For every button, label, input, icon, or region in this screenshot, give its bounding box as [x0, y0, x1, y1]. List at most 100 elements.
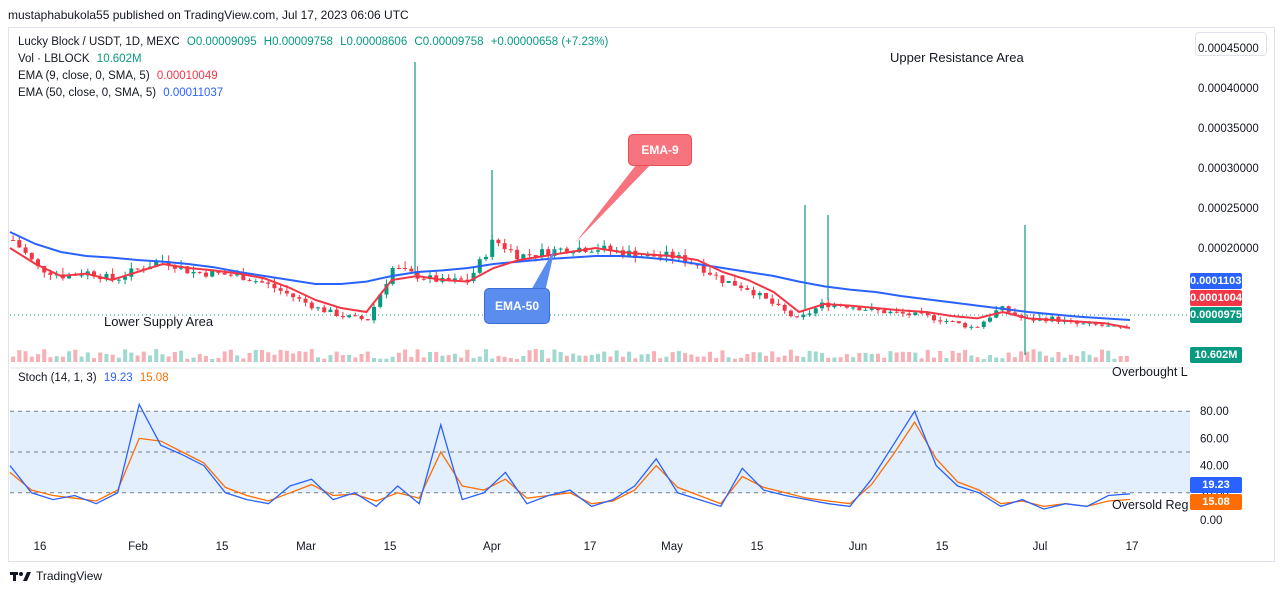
volume-bar [496, 355, 501, 362]
candle-body [185, 266, 190, 274]
publisher-line: mustaphabukola55 published on TradingVie… [8, 8, 409, 22]
volume-bar [608, 356, 613, 362]
candle-body [291, 293, 296, 298]
candle-body [372, 306, 376, 321]
candle-body [807, 313, 812, 315]
volume-bar [17, 350, 22, 362]
volume-bar [658, 358, 663, 362]
candle-body [882, 310, 887, 314]
candle-body [48, 272, 53, 275]
volume-bar [670, 352, 675, 362]
volume-bar [415, 349, 420, 362]
volume-bar [745, 354, 750, 362]
volume-bar [340, 355, 345, 362]
volume-bar [695, 356, 700, 362]
volume-bar [278, 349, 283, 362]
volume-bar [284, 350, 289, 362]
volume-bars [11, 349, 1129, 362]
volume-bar [409, 356, 414, 362]
legend-ema9-label: EMA (9, close, 0, SMA, 5) [18, 70, 150, 82]
volume-bar [645, 354, 650, 362]
volume-bar [191, 357, 196, 362]
price-tick-label: 0.00030000 [1198, 163, 1259, 175]
volume-bar [247, 352, 252, 362]
candle-body [726, 280, 731, 283]
legend-ohlc-row: Lucky Block / USDT, 1D, MEXC O0.00009095… [18, 36, 612, 48]
volume-bar [48, 357, 53, 362]
overbought-label: Overbought L [1112, 365, 1188, 379]
volume-bar [185, 358, 190, 362]
ema-lines [9, 231, 1131, 329]
time-axis: 16 Feb 15 Mar 15 Apr 17 May 15 Jun 15 Jul 17 [34, 541, 1139, 553]
candle-body [938, 320, 943, 322]
candle-body [608, 245, 613, 251]
candle-body [253, 281, 258, 283]
candle-body [278, 288, 283, 291]
candle-body [452, 278, 457, 281]
candle-body [863, 309, 868, 311]
candle-body [975, 326, 980, 328]
legend-high: H0.00009758 [263, 36, 333, 48]
candle-body [1100, 324, 1104, 326]
volume-bar [876, 353, 880, 362]
volume-bar [204, 356, 208, 362]
volume-bar [54, 356, 59, 362]
stoch-k-line [9, 402, 1131, 510]
ema50-line [9, 231, 1131, 321]
legend-change: +0.00000658 (+7.23%) [490, 36, 609, 48]
candle-body [969, 326, 974, 328]
volume-bar [104, 354, 109, 362]
candle-body [471, 272, 476, 282]
stoch-band [10, 411, 1190, 493]
chart-toolbar-box[interactable] [1195, 32, 1267, 56]
candle-body [683, 255, 688, 264]
candle-body [1106, 325, 1111, 327]
volume-bar [963, 349, 968, 362]
volume-bar [1075, 356, 1080, 362]
candle-body [365, 319, 370, 321]
candle-body [894, 311, 899, 313]
candle-body [204, 272, 208, 277]
volume-bar [683, 353, 688, 362]
volume-bar [36, 354, 40, 362]
candle-body [347, 315, 352, 318]
candle-body [851, 307, 856, 309]
volume-bar [602, 351, 607, 362]
volume-bar [552, 349, 557, 362]
volume-bar [372, 357, 376, 362]
stoch-band-group [10, 367, 1190, 494]
tradingview-logo[interactable]: TradingView [10, 569, 102, 583]
candle-body [944, 321, 949, 323]
candle-body [490, 239, 495, 257]
candle-body [359, 315, 364, 320]
volume-bar [440, 355, 445, 362]
price-tick-label: 0.00035000 [1198, 123, 1259, 135]
volume-bar [446, 355, 451, 362]
volume-bar [42, 349, 47, 362]
volume-bar [1050, 357, 1055, 362]
legend-symbol: Lucky Block / USDT, 1D, MEXC [18, 36, 180, 48]
volume-bar [434, 351, 439, 362]
candle-body [303, 298, 308, 303]
volume-bar [477, 356, 482, 362]
volume-bar [820, 353, 824, 362]
price-tick-label: 0.00025000 [1198, 203, 1259, 215]
volume-bar [179, 350, 184, 362]
volume-bar [60, 356, 65, 362]
volume-bar [1112, 358, 1117, 362]
time-tick-label: Feb [128, 541, 148, 553]
volume-bar [956, 352, 961, 362]
volume-bar [633, 358, 638, 362]
candle-body [589, 251, 594, 253]
candle-body [596, 250, 600, 252]
time-tick-label: 17 [1126, 541, 1139, 553]
candle-body [484, 256, 488, 260]
candle-body [23, 247, 28, 253]
candle-body [658, 256, 663, 258]
candle-body [116, 279, 121, 281]
volume-bar [994, 357, 999, 362]
volume-bar [1062, 357, 1067, 362]
volume-bar [378, 358, 383, 362]
legend-vol-row: Vol · LBLOCK 10.602M [18, 53, 146, 65]
